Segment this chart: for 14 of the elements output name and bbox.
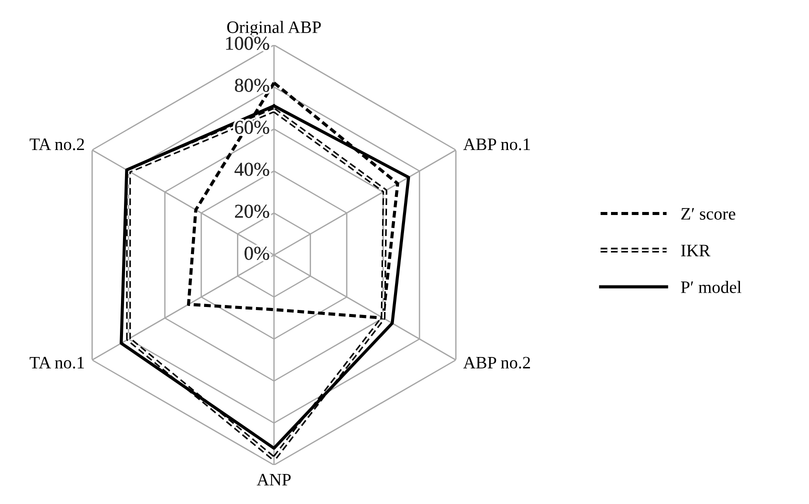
y-tick-label: 20% [235,204,270,218]
legend-label: Z′ score [681,208,736,220]
y-tick-label: 80% [234,78,270,92]
spoke-label: TA no.1 [30,356,84,369]
spoke-label: ABP no.2 [463,356,530,369]
spoke-label: TA no.2 [30,138,84,150]
y-tick-label: 40% [234,162,270,176]
spoke-label: ABP no.1 [463,138,530,150]
spoke-label: ANP [256,474,291,486]
spoke-label: Original ABP [227,20,321,37]
legend-label: P′ model [680,280,742,294]
legend-label: IKR [681,244,710,256]
y-tick-label: 100% [226,36,270,50]
y-tick-label: 0% [244,246,270,260]
